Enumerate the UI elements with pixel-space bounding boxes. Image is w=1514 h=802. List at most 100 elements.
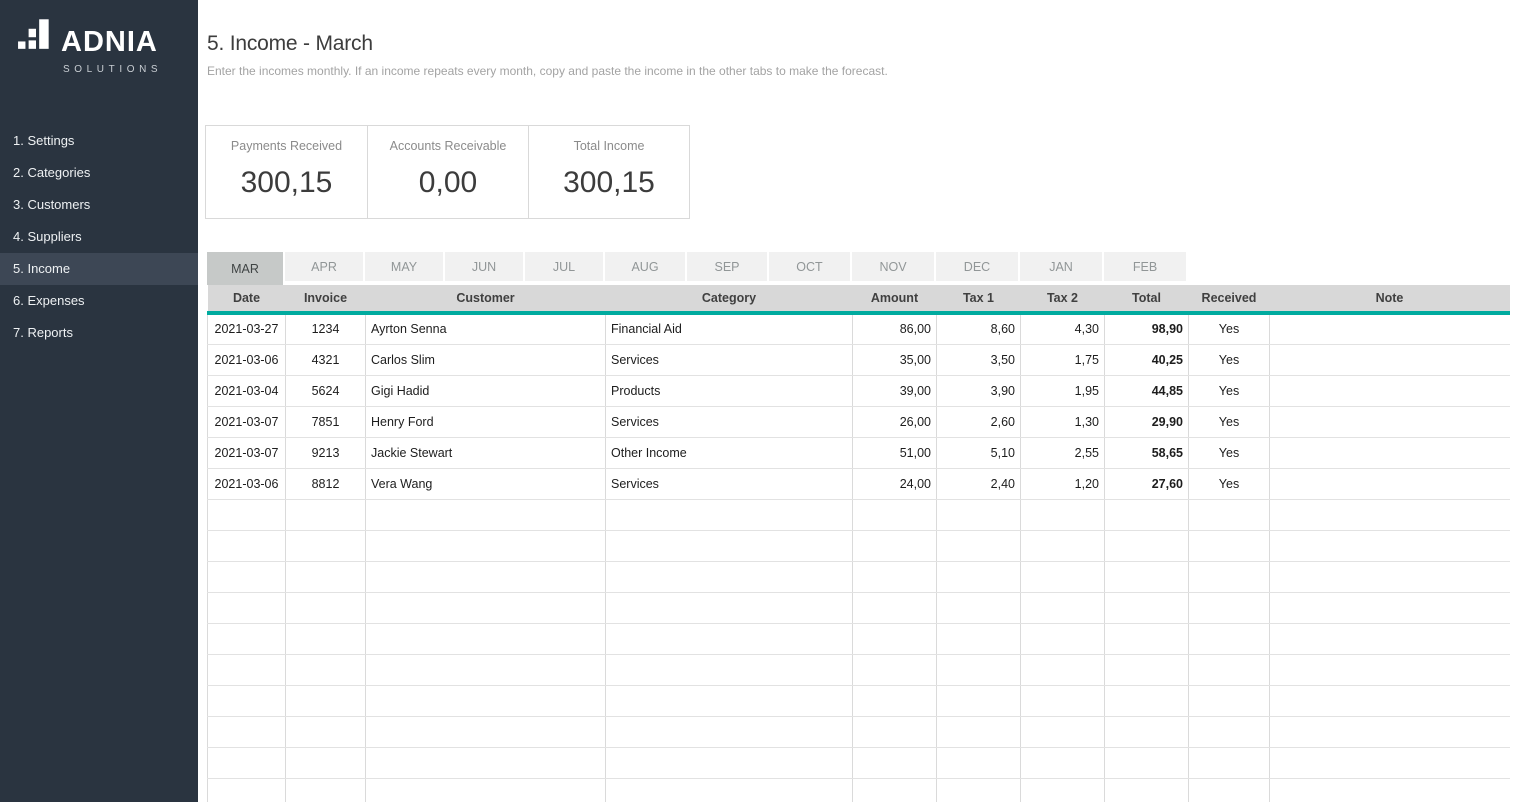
cell-empty[interactable] [207, 716, 286, 748]
cell-customer[interactable]: Vera Wang [365, 468, 606, 500]
cell-empty[interactable] [207, 623, 286, 655]
tab-jun[interactable]: JUN [445, 252, 523, 281]
cell-empty[interactable] [852, 654, 937, 686]
cell-note[interactable] [1269, 375, 1510, 407]
cell-empty[interactable] [1020, 685, 1105, 717]
cell-note[interactable] [1269, 313, 1510, 345]
cell-empty[interactable] [1020, 499, 1105, 531]
cell-received[interactable]: Yes [1188, 437, 1270, 469]
cell-empty[interactable] [365, 592, 606, 624]
cell-empty[interactable] [1188, 716, 1270, 748]
cell-total[interactable]: 44,85 [1104, 375, 1189, 407]
cell-date[interactable]: 2021-03-06 [207, 468, 286, 500]
tab-may[interactable]: MAY [365, 252, 443, 281]
cell-note[interactable] [1269, 468, 1510, 500]
cell-date[interactable]: 2021-03-07 [207, 406, 286, 438]
cell-category[interactable]: Financial Aid [605, 313, 853, 345]
cell-empty[interactable] [1104, 654, 1189, 686]
cell-empty[interactable] [1269, 592, 1510, 624]
cell-customer[interactable]: Henry Ford [365, 406, 606, 438]
sidebar-item-reports[interactable]: 7. Reports [13, 325, 73, 340]
cell-empty[interactable] [1020, 747, 1105, 779]
tab-oct[interactable]: OCT [769, 252, 850, 281]
sidebar-item-categories[interactable]: 2. Categories [13, 165, 91, 180]
cell-empty[interactable] [207, 592, 286, 624]
cell-empty[interactable] [1020, 530, 1105, 562]
cell-empty[interactable] [605, 778, 853, 802]
cell-category[interactable]: Other Income [605, 437, 853, 469]
cell-received[interactable]: Yes [1188, 344, 1270, 376]
cell-total[interactable]: 98,90 [1104, 313, 1189, 345]
cell-amount[interactable]: 26,00 [852, 406, 937, 438]
cell-empty[interactable] [1269, 654, 1510, 686]
cell-empty[interactable] [365, 561, 606, 593]
cell-empty[interactable] [365, 747, 606, 779]
cell-empty[interactable] [605, 716, 853, 748]
cell-empty[interactable] [852, 747, 937, 779]
tab-nov[interactable]: NOV [852, 252, 934, 281]
cell-category[interactable]: Services [605, 406, 853, 438]
cell-empty[interactable] [852, 778, 937, 802]
cell-empty[interactable] [1269, 716, 1510, 748]
cell-empty[interactable] [852, 592, 937, 624]
cell-empty[interactable] [365, 499, 606, 531]
cell-empty[interactable] [936, 530, 1021, 562]
cell-tax1[interactable]: 5,10 [936, 437, 1021, 469]
cell-empty[interactable] [605, 499, 853, 531]
cell-invoice[interactable]: 5624 [285, 375, 366, 407]
cell-empty[interactable] [936, 685, 1021, 717]
cell-empty[interactable] [936, 716, 1021, 748]
cell-empty[interactable] [1104, 778, 1189, 802]
cell-date[interactable]: 2021-03-06 [207, 344, 286, 376]
cell-amount[interactable]: 24,00 [852, 468, 937, 500]
cell-empty[interactable] [1188, 530, 1270, 562]
cell-empty[interactable] [285, 592, 366, 624]
cell-empty[interactable] [605, 685, 853, 717]
cell-invoice[interactable]: 7851 [285, 406, 366, 438]
cell-empty[interactable] [1269, 685, 1510, 717]
cell-empty[interactable] [1269, 530, 1510, 562]
cell-received[interactable]: Yes [1188, 406, 1270, 438]
cell-empty[interactable] [605, 654, 853, 686]
cell-customer[interactable]: Jackie Stewart [365, 437, 606, 469]
cell-date[interactable]: 2021-03-27 [207, 313, 286, 345]
tab-aug[interactable]: AUG [605, 252, 685, 281]
tab-jul[interactable]: JUL [525, 252, 603, 281]
cell-empty[interactable] [1020, 654, 1105, 686]
tab-dec[interactable]: DEC [936, 252, 1018, 281]
cell-empty[interactable] [285, 530, 366, 562]
cell-empty[interactable] [852, 561, 937, 593]
cell-empty[interactable] [1020, 778, 1105, 802]
cell-empty[interactable] [1020, 592, 1105, 624]
cell-note[interactable] [1269, 344, 1510, 376]
cell-empty[interactable] [1020, 623, 1105, 655]
cell-empty[interactable] [1020, 561, 1105, 593]
cell-note[interactable] [1269, 406, 1510, 438]
cell-empty[interactable] [936, 654, 1021, 686]
tab-apr[interactable]: APR [285, 252, 363, 281]
sidebar-item-suppliers[interactable]: 4. Suppliers [13, 229, 82, 244]
cell-empty[interactable] [1104, 747, 1189, 779]
cell-total[interactable]: 40,25 [1104, 344, 1189, 376]
cell-category[interactable]: Products [605, 375, 853, 407]
cell-customer[interactable]: Carlos Slim [365, 344, 606, 376]
cell-empty[interactable] [365, 685, 606, 717]
cell-tax2[interactable]: 2,55 [1020, 437, 1105, 469]
cell-empty[interactable] [207, 685, 286, 717]
cell-invoice[interactable]: 4321 [285, 344, 366, 376]
cell-category[interactable]: Services [605, 344, 853, 376]
cell-empty[interactable] [1188, 592, 1270, 624]
cell-empty[interactable] [365, 530, 606, 562]
cell-customer[interactable]: Ayrton Senna [365, 313, 606, 345]
cell-note[interactable] [1269, 437, 1510, 469]
cell-empty[interactable] [1188, 685, 1270, 717]
cell-empty[interactable] [1104, 530, 1189, 562]
cell-empty[interactable] [852, 499, 937, 531]
cell-empty[interactable] [285, 778, 366, 802]
cell-category[interactable]: Services [605, 468, 853, 500]
cell-empty[interactable] [207, 747, 286, 779]
cell-empty[interactable] [285, 685, 366, 717]
cell-empty[interactable] [936, 778, 1021, 802]
cell-empty[interactable] [852, 716, 937, 748]
cell-invoice[interactable]: 1234 [285, 313, 366, 345]
